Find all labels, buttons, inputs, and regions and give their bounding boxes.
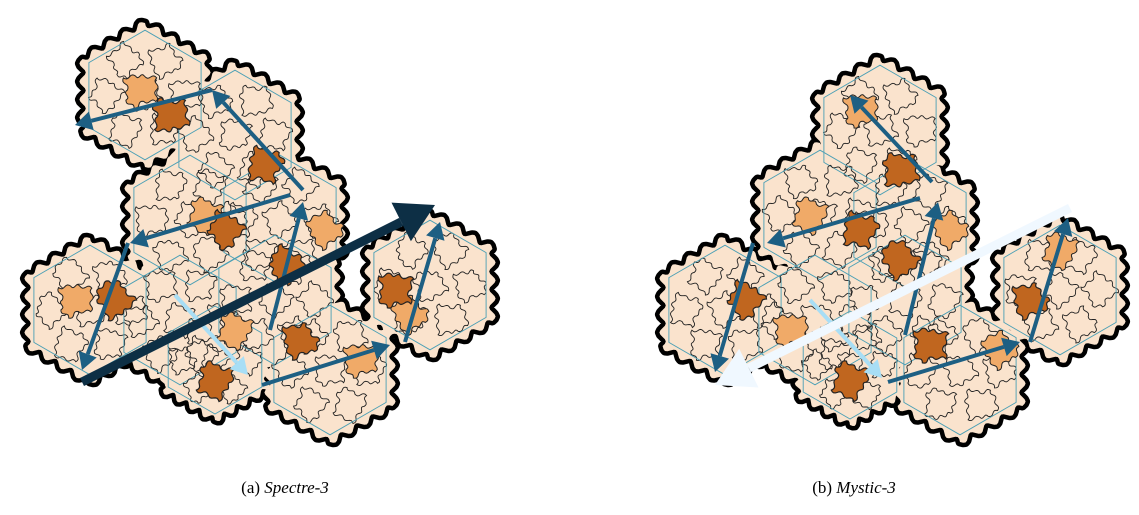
arrow-3 xyxy=(130,193,291,248)
figure-spectre-3: (a) Spectre-3 xyxy=(0,17,570,498)
arrow-2 xyxy=(767,196,921,248)
caption-tag: (a) xyxy=(241,478,261,497)
arrow-6 xyxy=(887,337,1020,384)
caption-name: Mystic-3 xyxy=(836,478,896,497)
arrow-5 xyxy=(1028,218,1073,343)
arrow-8 xyxy=(715,203,1073,388)
caption-a: (a) Spectre-3 xyxy=(0,478,570,498)
vector-arrows xyxy=(710,95,1073,388)
dark-tiles xyxy=(726,152,1051,403)
vector-arrows xyxy=(75,88,445,387)
arrow-8 xyxy=(173,293,248,375)
arrow-3 xyxy=(710,242,755,372)
arrow-1 xyxy=(850,95,934,184)
caption-b: (b) Mystic-3 xyxy=(569,478,1139,498)
spectre-tiling-diagram xyxy=(19,17,501,448)
arrow-4 xyxy=(78,242,130,370)
arrow-1 xyxy=(75,88,213,131)
arrow-7 xyxy=(261,340,390,387)
arrow-9 xyxy=(79,202,435,387)
arrow-2 xyxy=(212,90,305,192)
figure-mystic-3: (b) Mystic-3 xyxy=(569,0,1139,515)
arrow-4 xyxy=(903,202,944,336)
medium-tiles xyxy=(772,94,1080,372)
arrow-6 xyxy=(403,222,445,343)
caption-name: Spectre-3 xyxy=(264,478,329,497)
caption-tag: (b) xyxy=(812,478,833,497)
arrow-5 xyxy=(268,202,309,331)
arrow-7 xyxy=(808,298,882,378)
mystic-tiling-diagram xyxy=(654,52,1131,448)
